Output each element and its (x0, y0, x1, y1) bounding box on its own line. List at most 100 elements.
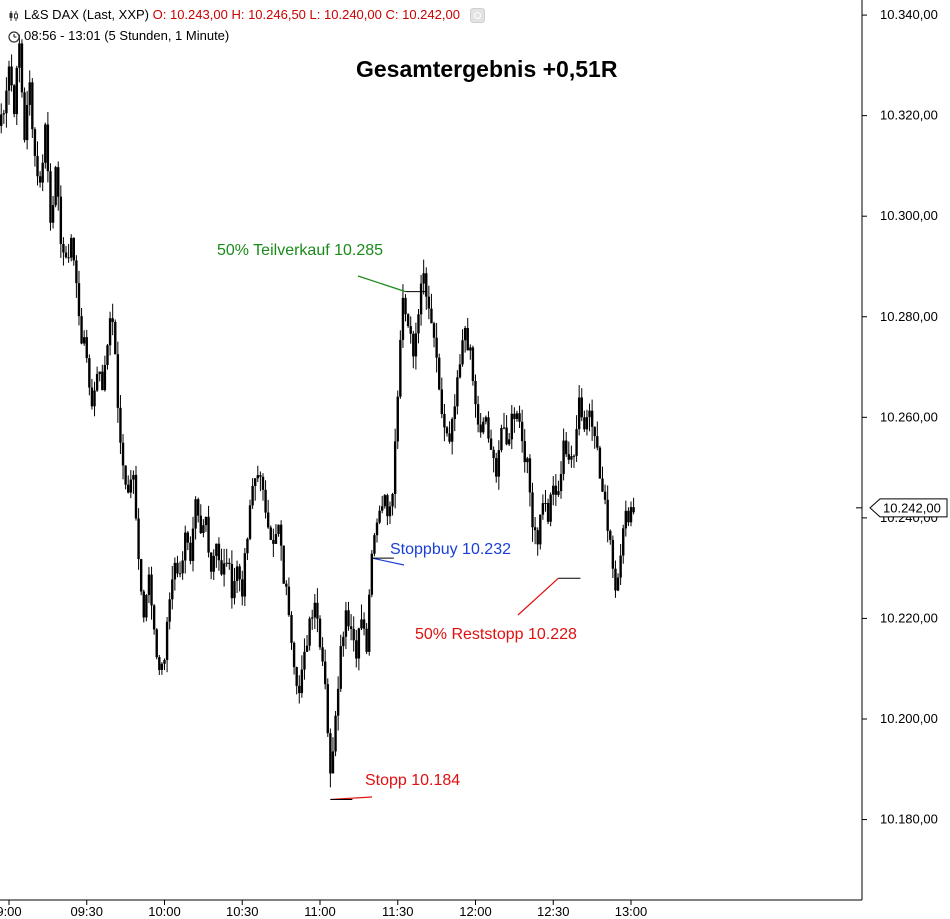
price-bar-body (500, 428, 503, 451)
price-bar-body (554, 485, 558, 495)
price-bar-body (212, 555, 215, 572)
annotation-lines (330, 275, 581, 801)
price-bar-body (300, 669, 304, 694)
price-bar-body (393, 441, 397, 495)
open-label: O: (152, 7, 167, 22)
price-bar-body (391, 494, 394, 507)
close-value: 10.242,00 (402, 7, 460, 22)
price-bar-body (256, 475, 259, 479)
price-bar-body (2, 113, 6, 115)
price-bar-body (489, 438, 493, 450)
high-label: H: (231, 7, 245, 22)
price-bar-body (336, 688, 340, 716)
price-bar-body (585, 417, 589, 430)
price-bar-body (98, 371, 101, 375)
price-bar-body (412, 333, 415, 357)
price-bar-body (505, 427, 508, 445)
price-bar-body (0, 114, 3, 126)
price-bar-body (36, 155, 39, 177)
price-bar-body (225, 562, 228, 564)
price-bar-body (189, 542, 192, 561)
price-bar-body (152, 605, 156, 630)
price-bar-body (417, 314, 420, 334)
price-bar-body (624, 510, 628, 529)
price-bar-body (347, 610, 350, 627)
price-bar-body (373, 535, 376, 554)
price-bar-body (339, 646, 342, 689)
price-bar-body (388, 506, 392, 517)
annotation-stoppbuy: Stoppbuy 10.232 (390, 541, 511, 558)
price-bar-body (274, 534, 278, 544)
price-bar-body (497, 450, 501, 477)
y-tick-label: 10.300,00 (880, 208, 938, 223)
price-bar-body (471, 347, 475, 382)
price-bar-body (204, 516, 208, 526)
price-bar-body (383, 495, 386, 507)
price-bar-body (264, 489, 267, 513)
price-bar-body (269, 527, 272, 540)
x-tick-label: 13:00 (615, 904, 648, 919)
price-bar-body (70, 237, 73, 258)
price-bar-body (82, 337, 86, 344)
timeframe-header: 08:56 - 13:01 (5 Stunden, 1 Minute) (8, 28, 229, 43)
price-bar-body (168, 599, 171, 622)
price-bar-body (18, 43, 21, 68)
price-bar-body (474, 381, 477, 405)
y-tick-label: 10.320,00 (880, 108, 938, 123)
close-label: C: (385, 7, 399, 22)
annotation-connector (371, 557, 405, 566)
price-bar-body (77, 283, 81, 317)
price-bar-body (194, 499, 197, 529)
clock-icon (8, 30, 20, 43)
price-bar-body (261, 476, 265, 490)
price-bar-body (116, 354, 120, 408)
price-bar-body (15, 67, 18, 115)
price-bar-body (520, 421, 524, 442)
price-bar-body (570, 456, 573, 460)
instrument-header: L&S DAX (Last, XXP) O: 10.243,00 H: 10.2… (8, 7, 485, 24)
price-bar-body (435, 337, 438, 358)
price-bar-body (518, 413, 521, 422)
price-bar-body (248, 505, 252, 539)
price-bar-body (311, 617, 314, 619)
price-bar-body (266, 512, 270, 528)
price-bar-body (103, 365, 107, 391)
price-bar-body (25, 104, 29, 141)
price-bar-body (622, 528, 625, 556)
price-bar-body (129, 479, 133, 493)
price-bar-body (282, 545, 285, 584)
price-bar-body (147, 574, 151, 596)
price-bar-body (217, 543, 221, 561)
price-bar-body (611, 539, 615, 569)
price-bar-body (132, 474, 135, 480)
price-bar-body (513, 413, 516, 419)
y-tick-label: 10.260,00 (880, 409, 938, 424)
price-bar-body (54, 167, 57, 206)
price-bar-body (526, 458, 529, 463)
price-bar-body (381, 506, 384, 511)
price-bar-body (355, 640, 358, 659)
price-bar-body (479, 424, 482, 433)
price-bar-body (458, 364, 462, 378)
price-bar-body (378, 510, 381, 523)
price-bar-body (209, 552, 213, 572)
price-bar-body (41, 162, 44, 183)
price-bar-body (476, 404, 480, 425)
price-bar-body (101, 371, 104, 391)
price-bar-body (510, 413, 513, 440)
price-bar-body (334, 715, 337, 752)
x-tick-label: 10:30 (226, 904, 259, 919)
price-bar-body (443, 413, 446, 428)
price-bar-body (627, 510, 630, 523)
price-bar-body (427, 296, 431, 309)
price-bar-body (425, 273, 428, 297)
price-bar-body (590, 410, 594, 427)
price-bar-body (80, 316, 83, 344)
chart-title: Gesamtergebnis +0,51R (356, 56, 618, 82)
price-bar-body (85, 337, 88, 359)
price-bar-body (580, 397, 583, 418)
price-bar-body (305, 645, 309, 652)
price-bar-body (285, 583, 288, 587)
price-bar-body (106, 345, 109, 366)
settings-icon[interactable] (469, 8, 485, 24)
